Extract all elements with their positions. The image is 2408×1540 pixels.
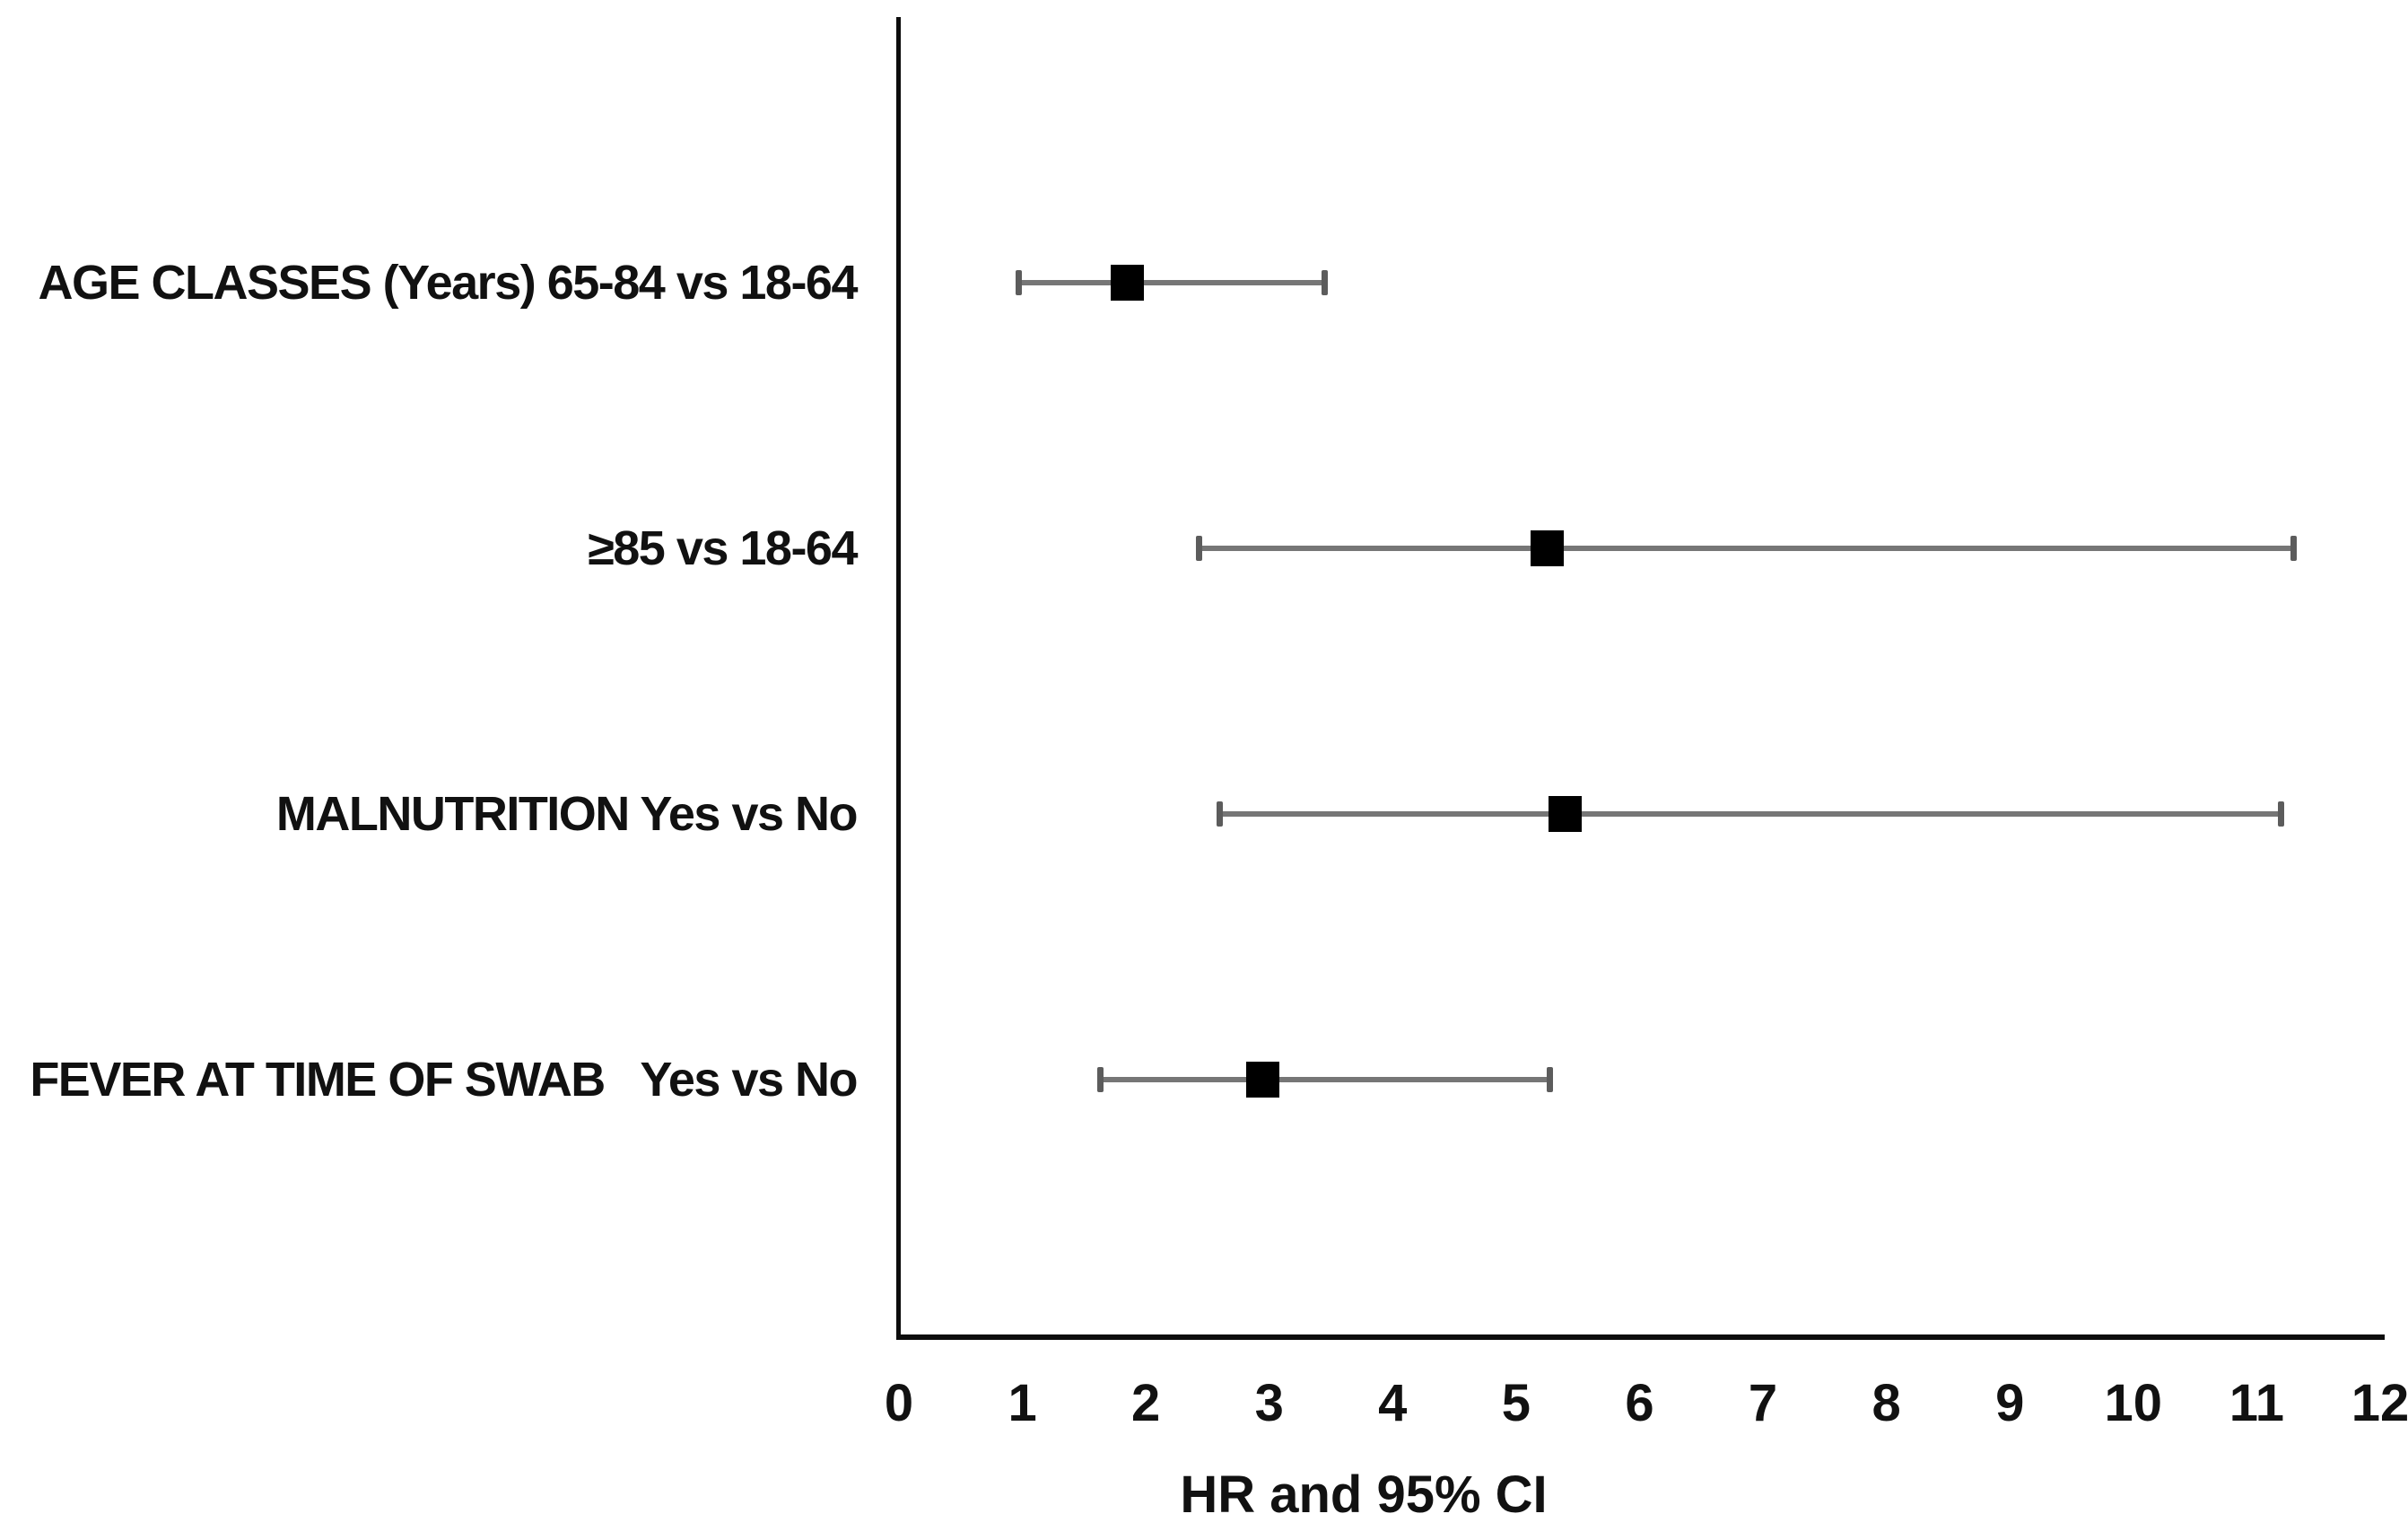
row-label: AGE CLASSES (Years) 65-84 vs 18-64 (38, 256, 859, 310)
hr-point-marker (1111, 265, 1145, 301)
ci-interval-line (1018, 280, 1325, 285)
ci-upper-cap (2278, 801, 2285, 827)
hr-point-marker (1530, 530, 1564, 566)
y-axis-line (896, 17, 901, 1339)
x-tick-label: 7 (1748, 1374, 1778, 1432)
x-axis-line (896, 1334, 2385, 1340)
ci-interval-line (1199, 546, 2294, 551)
x-tick-label: 6 (1625, 1374, 1654, 1432)
row-label: FEVER AT TIME OF SWAB Yes vs No (30, 1053, 858, 1107)
x-tick-label: 3 (1254, 1374, 1284, 1432)
x-tick-label: 12 (2351, 1374, 2408, 1432)
ci-lower-cap (1096, 1067, 1104, 1092)
row-label: ≥85 vs 18-64 (588, 521, 858, 575)
x-tick-label: 11 (2229, 1374, 2285, 1432)
x-tick-label: 5 (1501, 1374, 1531, 1432)
ci-upper-cap (1546, 1067, 1553, 1092)
hr-point-marker (1549, 796, 1583, 832)
ci-upper-cap (1322, 270, 1329, 295)
ci-interval-line (1100, 1077, 1550, 1082)
x-tick-label: 9 (1995, 1374, 2025, 1432)
ci-lower-cap (1217, 801, 1224, 827)
x-tick-label: 8 (1871, 1374, 1901, 1432)
x-tick-label: 0 (884, 1374, 914, 1432)
x-axis-title: HR and 95% CI (1180, 1466, 1548, 1524)
hr-point-marker (1246, 1062, 1280, 1098)
row-label: MALNUTRITION Yes vs No (275, 787, 859, 841)
ci-interval-line (1219, 811, 2281, 817)
x-tick-label: 4 (1378, 1374, 1408, 1432)
x-tick-label: 2 (1131, 1374, 1161, 1432)
ci-lower-cap (1195, 536, 1202, 561)
x-tick-label: 1 (1008, 1374, 1037, 1432)
ci-upper-cap (2290, 536, 2298, 561)
x-tick-label: 10 (2104, 1374, 2163, 1432)
ci-lower-cap (1015, 270, 1022, 295)
